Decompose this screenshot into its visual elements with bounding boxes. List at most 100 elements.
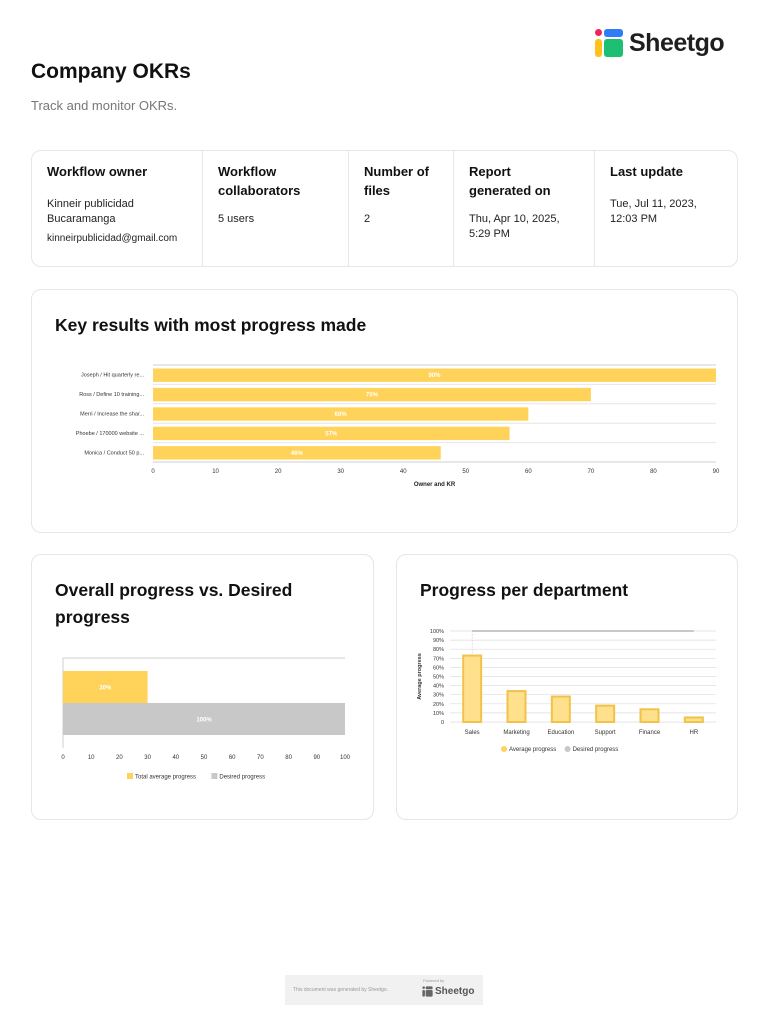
chart-bar bbox=[63, 671, 148, 703]
chart-data-label: 46% bbox=[291, 451, 304, 457]
chart-axis-label: Average progress bbox=[417, 653, 423, 700]
chart-tick-label: 40 bbox=[400, 469, 407, 475]
department-progress-title: Progress per department bbox=[420, 580, 629, 600]
chart-tick-label: 50 bbox=[462, 469, 469, 475]
overall-progress-chart: 30% 100% 0 10 20 30 40 50 60 70 80 90 100 Total avera… bbox=[61, 657, 351, 781]
chart-tick-label: 60 bbox=[525, 469, 532, 475]
chart-category-label: Phoebe / 170000 website ... bbox=[76, 431, 145, 437]
chart-category-label: Ross / Define 10 training... bbox=[79, 392, 144, 398]
chart-tick-label: 90 bbox=[713, 469, 720, 475]
footer-badge: This document was generated by Sheetgo. … bbox=[285, 975, 483, 1005]
report-column: Report generated on Thu, Apr 10, 2025, 5… bbox=[454, 151, 595, 266]
chart-data-label: 30% bbox=[99, 686, 112, 692]
workflow-owner-email: kinneirpublicidad@gmail.com bbox=[47, 233, 178, 244]
key-results-chart: 90% Joseph / Hit quarterly re... 70% Ross /… bbox=[76, 364, 720, 488]
overall-progress-card: Overall progress vs. Desired progress 30… bbox=[31, 554, 374, 820]
chart-bar bbox=[639, 708, 660, 723]
chart-tick-label: 80% bbox=[433, 647, 444, 653]
chart-bar bbox=[550, 695, 571, 724]
chart-bar bbox=[506, 690, 527, 723]
legend-swatch bbox=[127, 773, 133, 779]
chart-tick-label: 50 bbox=[201, 755, 208, 761]
workflow-owner-label: Workflow owner bbox=[47, 164, 148, 179]
department-progress-chart: 0 10% 20% 30% 40% 50% 60% 70% 80% 90% 100% Average … bbox=[417, 629, 716, 753]
legend-swatch bbox=[211, 773, 218, 779]
chart-tick-label: 10 bbox=[212, 469, 219, 475]
chart-category-label: Finance bbox=[639, 730, 661, 736]
chart-category-label: HR bbox=[689, 730, 698, 736]
legend-swatch bbox=[501, 746, 507, 752]
chart-tick-label: 90 bbox=[313, 755, 320, 761]
chart-bar bbox=[683, 716, 704, 723]
workflow-info-card: Workflow owner Kinneir publicidad Bucara… bbox=[31, 150, 738, 267]
sheetgo-logo-icon bbox=[594, 28, 624, 58]
chart-tick-label: 30 bbox=[337, 469, 344, 475]
legend-label: Total average progress bbox=[135, 775, 196, 781]
legend-swatch bbox=[564, 746, 571, 752]
page-title: Company OKRs bbox=[31, 60, 191, 83]
key-results-title: Key results with most progress made bbox=[55, 315, 367, 335]
key-results-card: Key results with most progress made 90% J… bbox=[31, 289, 738, 533]
chart-category-label: Sales bbox=[465, 730, 480, 736]
chart-tick-label: 40% bbox=[433, 684, 444, 690]
chart-tick-label: 20% bbox=[433, 702, 444, 708]
chart-tick-label: 70 bbox=[588, 469, 595, 475]
chart-tick-label: 30 bbox=[144, 755, 151, 761]
chart-tick-label: 100 bbox=[340, 755, 351, 761]
files-value: 2 bbox=[364, 213, 371, 225]
chart-bar bbox=[595, 704, 616, 723]
chart-tick-label: 20 bbox=[275, 469, 282, 475]
legend-label: Desired progress bbox=[219, 775, 265, 781]
footer-logo: Sheetgo bbox=[422, 986, 474, 997]
footer-logo-icon bbox=[422, 986, 433, 997]
chart-tick-label: 90% bbox=[433, 638, 444, 644]
chart-tick-label: 80 bbox=[650, 469, 657, 475]
collaborators-column: Workflow collaborators 5 users bbox=[203, 151, 349, 266]
chart-tick-label: 60% bbox=[433, 665, 444, 671]
files-label: Number of files bbox=[364, 164, 429, 198]
chart-category-label: Monica / Conduct 50 p... bbox=[84, 450, 144, 456]
chart-tick-label: 0 bbox=[151, 469, 155, 475]
sheetgo-logo: Sheetgo bbox=[594, 28, 725, 58]
last-update-value: Tue, Jul 11, 2023, 12:03 PM bbox=[610, 198, 697, 225]
chart-tick-label: 0 bbox=[441, 720, 444, 726]
chart-tick-label: 60 bbox=[229, 755, 236, 761]
chart-category-label: Merri / Increase the shar... bbox=[80, 412, 144, 418]
sheetgo-logo-text: Sheetgo bbox=[629, 28, 725, 57]
footer-logo-text: Sheetgo bbox=[435, 986, 475, 997]
last-update-label: Last update bbox=[610, 164, 683, 179]
last-update-column: Last update Tue, Jul 11, 2023, 12:03 PM bbox=[595, 151, 737, 266]
chart-axis-label: Owner and KR bbox=[414, 482, 456, 488]
page-subtitle: Track and monitor OKRs. bbox=[31, 98, 178, 113]
chart-bar bbox=[63, 703, 345, 735]
chart-tick-label: 0 bbox=[61, 755, 65, 761]
footer-powered-label: Powered by bbox=[423, 978, 445, 983]
report-label: Report generated on bbox=[469, 164, 551, 198]
chart-data-label: 100% bbox=[196, 718, 212, 724]
chart-tick-label: 70% bbox=[433, 656, 444, 662]
collaborators-label: Workflow collaborators bbox=[218, 164, 301, 198]
legend-label: Desired progress bbox=[573, 747, 619, 753]
chart-data-label: 60% bbox=[335, 412, 348, 418]
chart-bar bbox=[153, 446, 441, 460]
department-progress-card: Progress per department 0 10% 20% 30% 40% 50%… bbox=[396, 554, 738, 820]
footer-text: This document was generated by Sheetgo. bbox=[293, 987, 389, 993]
report-value: Thu, Apr 10, 2025, 5:29 PM bbox=[469, 213, 560, 240]
chart-tick-label: 70 bbox=[257, 755, 264, 761]
workflow-owner-column: Workflow owner Kinneir publicidad Bucara… bbox=[32, 151, 203, 266]
chart-category-label: Education bbox=[547, 730, 574, 736]
chart-tick-label: 30% bbox=[433, 693, 444, 699]
chart-tick-label: 80 bbox=[285, 755, 292, 761]
chart-tick-label: 50% bbox=[433, 675, 444, 681]
chart-tick-label: 20 bbox=[116, 755, 123, 761]
collaborators-value: 5 users bbox=[218, 213, 255, 225]
chart-bar bbox=[153, 387, 591, 402]
legend-label: Average progress bbox=[509, 747, 556, 753]
workflow-owner-name: Kinneir publicidad Bucaramanga bbox=[47, 198, 134, 225]
overall-progress-title: Overall progress vs. Desired progress bbox=[55, 580, 293, 627]
chart-tick-label: 10% bbox=[433, 711, 444, 717]
chart-category-label: Marketing bbox=[503, 730, 529, 736]
chart-tick-label: 100% bbox=[430, 629, 444, 635]
chart-category-label: Support bbox=[595, 730, 616, 736]
chart-bar bbox=[153, 426, 510, 441]
